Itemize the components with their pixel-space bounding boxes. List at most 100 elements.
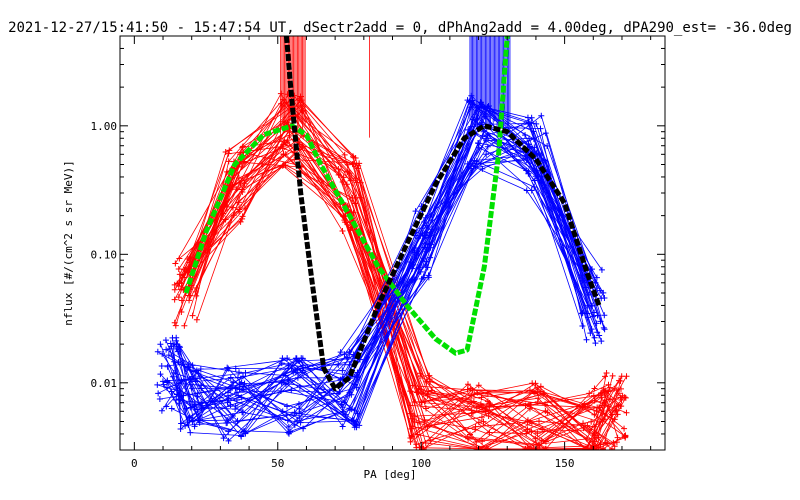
series-0-marker: [470, 398, 477, 405]
series-0-marker: [472, 423, 479, 430]
series-1-marker: [234, 417, 241, 424]
series-0-marker: [623, 409, 630, 416]
series-0-marker: [297, 102, 304, 109]
series-1-marker: [423, 258, 430, 265]
fit-curve-3: [283, 36, 602, 392]
series-0-marker: [352, 200, 359, 207]
series-1-marker: [158, 362, 165, 369]
series-1-marker: [528, 187, 535, 194]
series-0-marker: [464, 381, 471, 388]
series-0-marker: [171, 296, 178, 303]
series-0-marker: [479, 445, 486, 450]
series-0-marker: [349, 194, 356, 201]
series-0-marker: [187, 292, 194, 299]
series-0-marker: [602, 416, 609, 423]
series-1-marker: [425, 272, 432, 279]
series-1-marker: [465, 126, 472, 133]
series-0-marker: [480, 418, 487, 425]
series-0-marker: [527, 401, 534, 408]
series-0-marker: [339, 228, 346, 235]
series-1-marker: [594, 329, 601, 336]
series-1-marker: [299, 362, 306, 369]
y-axis-label: nflux [#/(cm^2 s sr MeV)]: [62, 160, 75, 326]
series-1-marker: [346, 361, 353, 368]
fit-curve-2: [183, 36, 510, 356]
series-1-marker: [191, 423, 198, 430]
series-0-marker: [603, 370, 610, 377]
series-1-marker: [293, 355, 300, 362]
series-1-marker: [283, 403, 290, 410]
series-1-marker: [479, 132, 486, 139]
series-0-marker: [240, 143, 247, 150]
series-0-marker: [524, 445, 531, 450]
series-1-marker: [227, 374, 234, 381]
series-0-marker: [235, 175, 242, 182]
series-1-marker: [352, 421, 359, 428]
series-0-marker: [586, 427, 593, 434]
series-0-marker: [233, 186, 240, 193]
series-0-marker: [176, 255, 183, 262]
x-axis-label: PA [deg]: [364, 468, 417, 481]
series-1-marker: [163, 403, 170, 410]
series-0-marker: [239, 144, 246, 151]
series-0-marker: [175, 265, 182, 272]
series-1-marker: [238, 433, 245, 440]
series-1-marker: [291, 409, 298, 416]
series-1-marker: [224, 364, 231, 371]
series-0-marker: [601, 388, 608, 395]
series-0-marker: [609, 372, 616, 379]
series-0-marker: [591, 385, 598, 392]
series-1-marker: [236, 369, 243, 376]
series-1-marker: [164, 363, 171, 370]
series-0-marker: [416, 385, 423, 392]
series-0-marker: [529, 380, 536, 387]
series-0-marker: [418, 399, 425, 406]
series-1-marker: [598, 338, 605, 345]
series-1-marker: [354, 369, 361, 376]
series-1-marker: [165, 352, 172, 359]
series-1-marker: [411, 244, 418, 251]
series-1-marker: [162, 337, 169, 344]
series-0-marker: [181, 322, 188, 329]
series-1-marker: [198, 385, 205, 392]
series-0-marker: [616, 377, 623, 384]
series-1-marker: [171, 358, 178, 365]
series-1-marker: [597, 318, 604, 325]
series-1-marker: [158, 407, 165, 414]
series-1-marker: [342, 411, 349, 418]
series-0-marker: [617, 394, 624, 401]
series-0-marker: [596, 419, 603, 426]
series-0-marker: [181, 266, 188, 273]
series-0-marker: [175, 294, 182, 301]
series-1-marker: [468, 104, 475, 111]
series-0-marker: [222, 216, 229, 223]
series-0-marker: [621, 432, 628, 439]
series-0-marker: [524, 417, 531, 424]
x-tick-label: 150: [555, 457, 575, 470]
series-1-marker: [592, 340, 599, 347]
series-1-marker: [542, 130, 549, 137]
series-0-marker: [347, 177, 354, 184]
series-1-marker: [533, 120, 540, 127]
series-0-marker: [591, 445, 598, 450]
series-0-marker: [588, 418, 595, 425]
series-1-marker: [583, 336, 590, 343]
series-1-marker: [484, 104, 491, 111]
x-tick-label: 50: [271, 457, 284, 470]
series-0-marker: [622, 394, 629, 401]
series-1-marker: [356, 422, 363, 429]
series-1-marker: [279, 355, 286, 362]
series-1-marker: [173, 334, 180, 341]
series-1-sweeps: [154, 92, 608, 444]
series-0-marker: [172, 260, 179, 267]
series-0-marker: [464, 386, 471, 393]
series-0-marker: [537, 383, 544, 390]
series-0-marker: [193, 316, 200, 323]
series-0-marker: [422, 398, 429, 405]
series-0-marker: [186, 297, 193, 304]
series-0-marker: [623, 373, 630, 380]
series-1-marker: [189, 376, 196, 383]
series-1-marker: [230, 379, 237, 386]
series-1-marker: [483, 137, 490, 144]
